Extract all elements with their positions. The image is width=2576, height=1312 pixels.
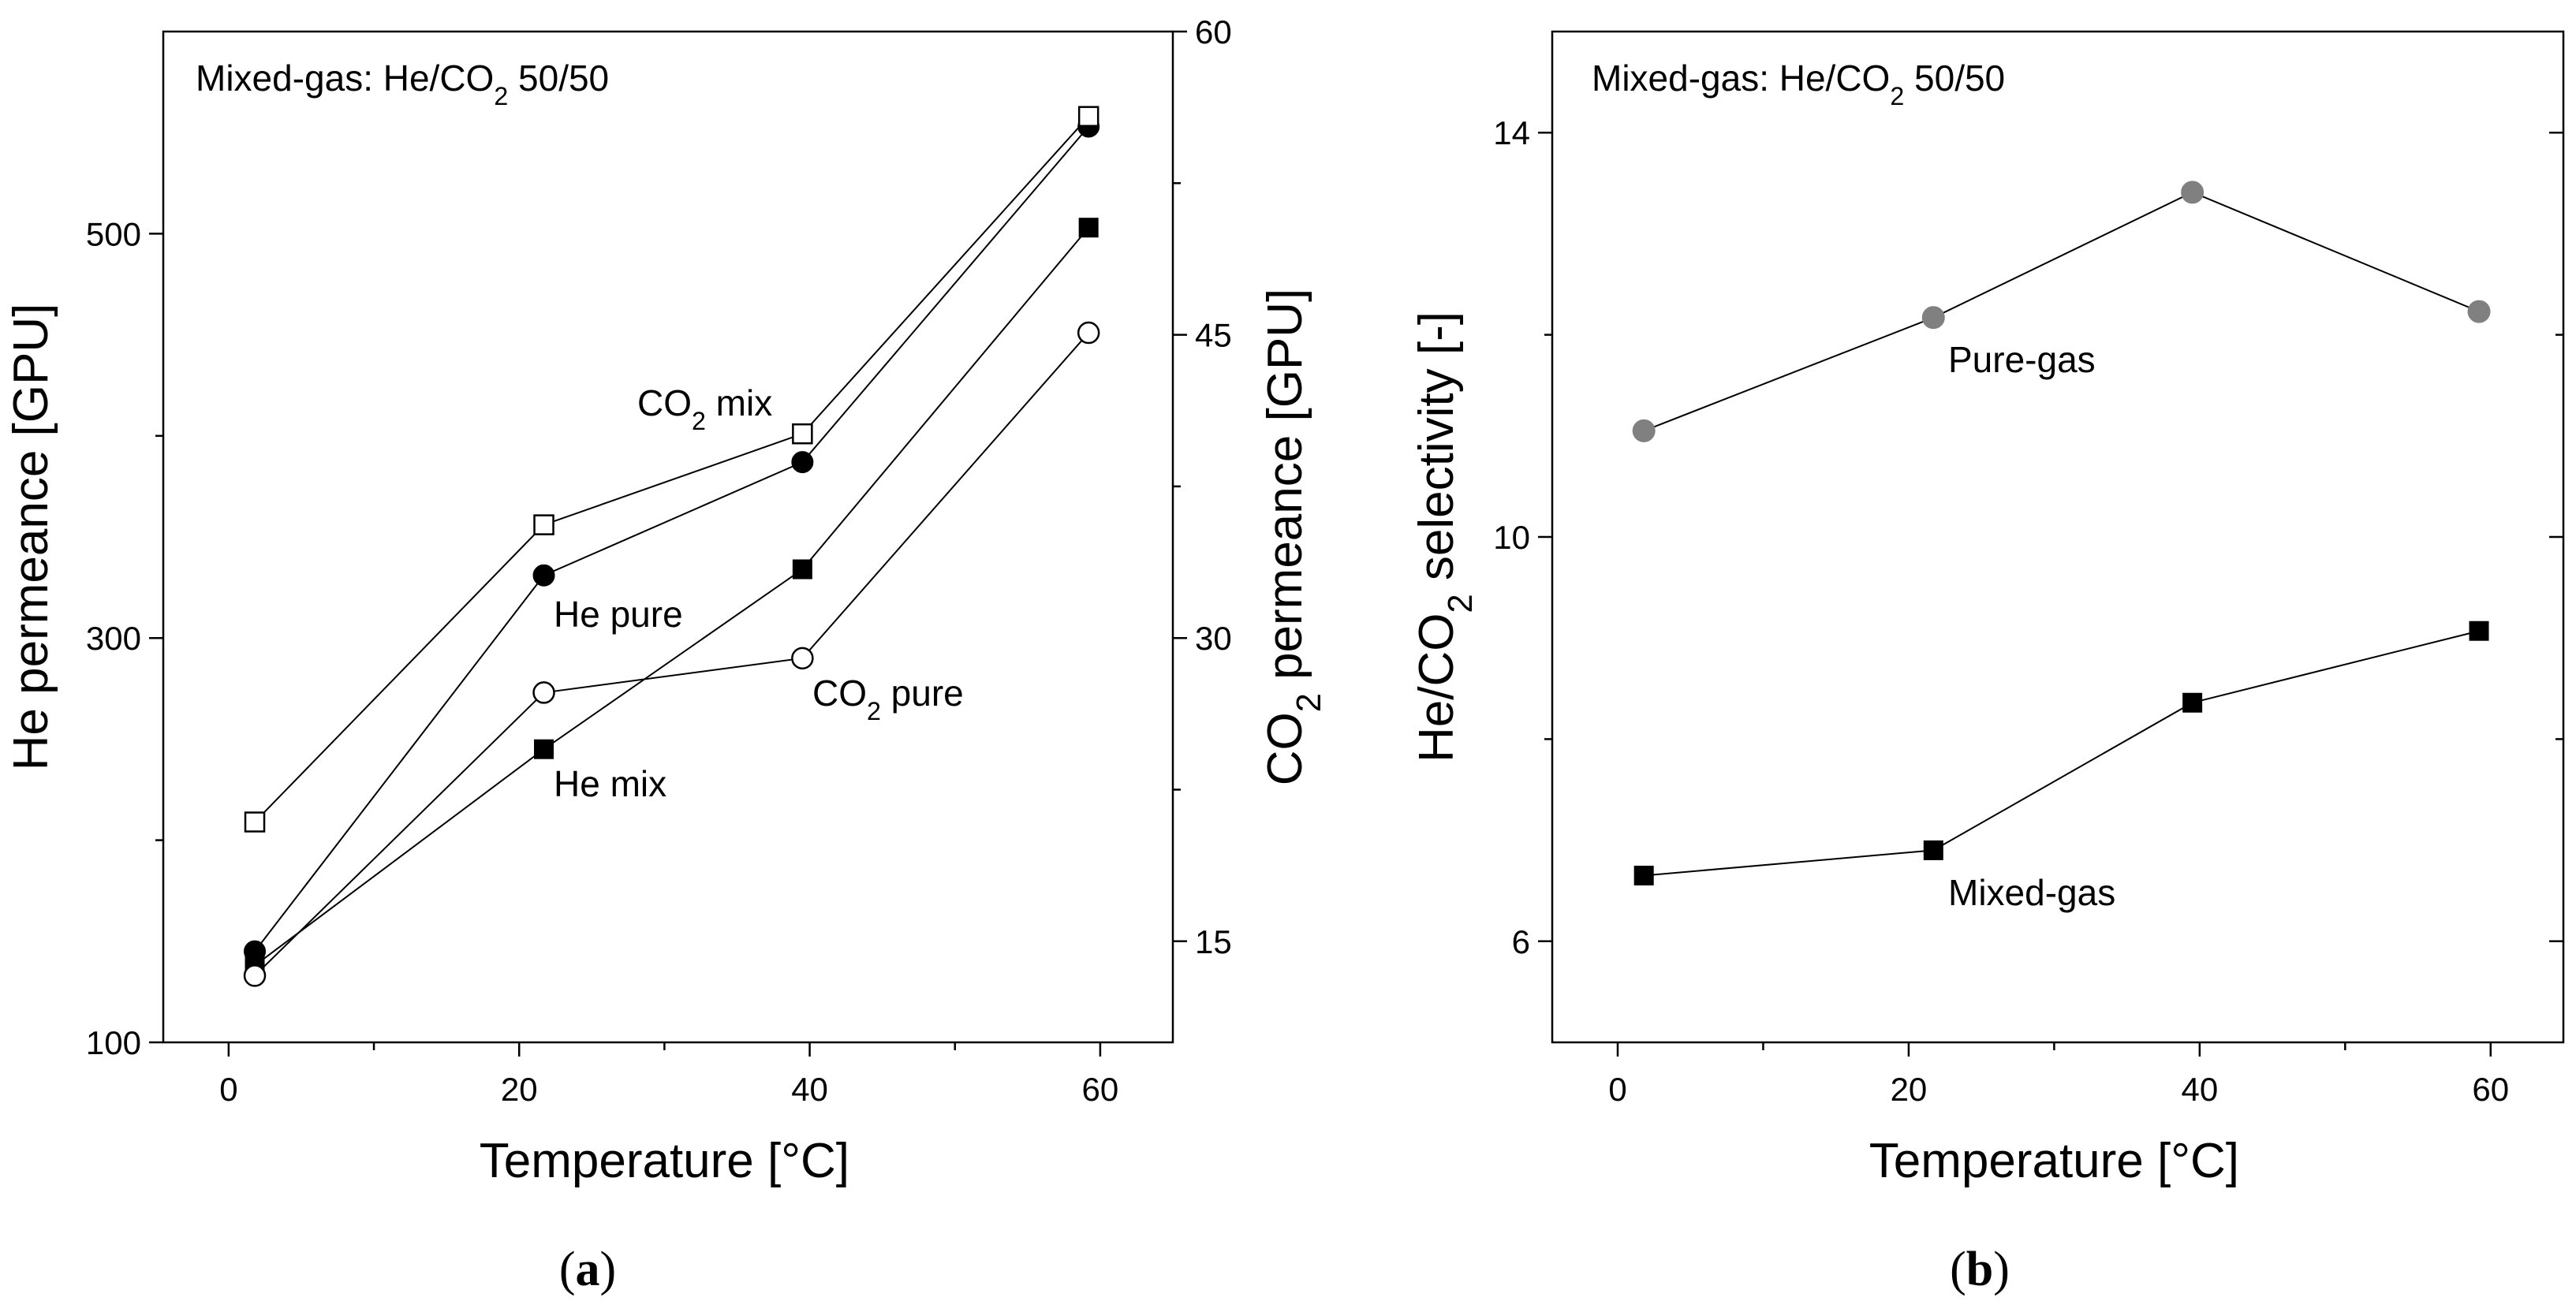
point-co2-mix (533, 514, 554, 535)
y-tick-label-b: 14 (1493, 114, 1530, 151)
panel-note-a: Mixed-gas: He/CO2 50/50 (196, 58, 609, 110)
x-tick-label-b: 0 (1608, 1071, 1626, 1108)
point-co2-pure (1077, 321, 1100, 345)
point-co2-pure (791, 647, 814, 670)
caption-a: (a) (559, 1243, 616, 1296)
point-he-pure (791, 451, 814, 474)
point-co2-mix (244, 811, 266, 833)
y-right-tick-label-a: 15 (1195, 923, 1232, 960)
y-right-tick-label-a: 60 (1195, 13, 1232, 50)
panel-b: 0 20 40 60 6 10 14 Temperature [°C] He/CO2 selec… (1409, 30, 2565, 1188)
y-right-tick-label-a: 30 (1195, 620, 1232, 657)
y-tick-label-b: 6 (1512, 923, 1530, 960)
point-co2-mix (792, 423, 813, 445)
x-tick-label-a: 40 (791, 1071, 828, 1108)
x-axis-title-b: Temperature [°C] (1869, 1134, 2239, 1188)
series-line-he-mix (254, 227, 1089, 967)
point-pure-gas (2467, 300, 2491, 323)
series-label-pure-gas: Pure-gas (1948, 339, 2096, 380)
y-left-tick-label-a: 100 (86, 1024, 141, 1061)
y-left-tick-label-a: 500 (86, 215, 141, 252)
y-tick-label-b: 10 (1493, 519, 1530, 556)
caption-b: (b) (1950, 1243, 2010, 1296)
series-label-mixed-gas: Mixed-gas (1948, 872, 2115, 913)
x-tick-label-b: 60 (2472, 1071, 2509, 1108)
point-co2-mix (1077, 106, 1099, 127)
panel-a: 0 20 40 60 100 300 500 15 30 45 60 Temperature [°C]… (4, 13, 1328, 1188)
y-axis-title-b: He/CO2 selectivity [-] (1409, 311, 1480, 762)
series-line-co2-pure (254, 332, 1089, 977)
x-axis-title-a: Temperature [°C] (480, 1134, 849, 1188)
series-label-co2-pure: CO2 pure (812, 673, 964, 725)
series-line-pure-gas (1643, 191, 2480, 432)
x-tick-label-a: 20 (501, 1071, 538, 1108)
series-label-he-pure: He pure (554, 594, 683, 635)
point-he-mix (534, 739, 554, 759)
panel-note-b: Mixed-gas: He/CO2 50/50 (1592, 58, 2005, 110)
point-mixed-gas (1923, 840, 1943, 860)
point-he-pure (532, 564, 555, 587)
point-mixed-gas (1633, 865, 1654, 885)
point-pure-gas (1632, 419, 1656, 442)
x-tick-label-a: 0 (219, 1071, 237, 1108)
series-label-he-mix: He mix (554, 763, 666, 804)
series-label-co2-mix: CO2 mix (637, 382, 772, 435)
point-pure-gas (1921, 306, 1945, 330)
point-mixed-gas (2182, 692, 2203, 713)
point-mixed-gas (2469, 621, 2489, 641)
plot-frame-a (162, 30, 1174, 1044)
x-tick-label-a: 60 (1082, 1071, 1119, 1108)
point-co2-pure (532, 681, 555, 704)
point-he-mix (792, 559, 812, 580)
x-tick-label-b: 40 (2181, 1071, 2218, 1108)
x-tick-label-b: 20 (1891, 1071, 1928, 1108)
y-left-tick-label-a: 300 (86, 620, 141, 657)
series-line-mixed-gas (1644, 630, 2480, 877)
point-co2-pure (243, 964, 267, 987)
point-he-mix (1078, 218, 1099, 238)
y-left-axis-title-a: He permeance [GPU] (4, 304, 58, 771)
point-pure-gas (2181, 181, 2205, 204)
y-right-tick-label-a: 45 (1195, 317, 1232, 354)
y-right-axis-title-a: CO2 permeance [GPU] (1258, 289, 1328, 786)
series-line-he-pure (254, 125, 1089, 952)
series-line-co2-mix (254, 116, 1089, 823)
